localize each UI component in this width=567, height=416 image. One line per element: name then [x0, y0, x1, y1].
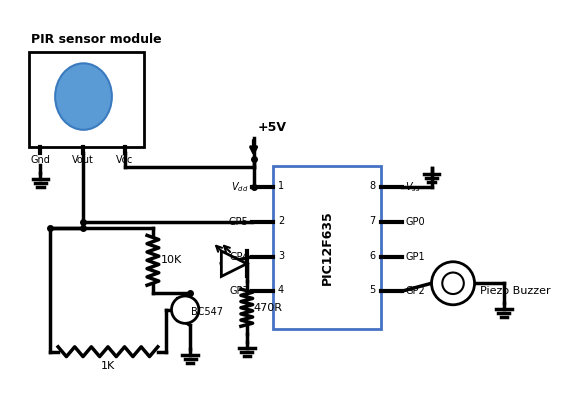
Text: GP4: GP4	[229, 252, 249, 262]
Text: +5V: +5V	[257, 121, 286, 134]
Text: GP5: GP5	[229, 217, 249, 227]
Bar	[273, 166, 380, 329]
Text: 3: 3	[278, 251, 284, 261]
Text: $V_{ss}$: $V_{ss}$	[405, 181, 421, 194]
Circle shape	[171, 296, 199, 323]
Bar	[29, 52, 144, 147]
Text: Gnd: Gnd	[31, 155, 50, 165]
Text: 7: 7	[370, 216, 376, 226]
Text: Vcc: Vcc	[116, 155, 133, 165]
Text: Vout: Vout	[71, 155, 94, 165]
Text: 1K: 1K	[101, 362, 115, 371]
Text: GP3: GP3	[229, 286, 249, 296]
Text: 2: 2	[278, 216, 284, 226]
Text: Piezo Buzzer: Piezo Buzzer	[480, 286, 551, 296]
Circle shape	[442, 272, 464, 294]
Text: 6: 6	[370, 251, 376, 261]
Text: GP0: GP0	[405, 217, 425, 227]
Ellipse shape	[55, 63, 112, 130]
Text: 5: 5	[370, 285, 376, 295]
Polygon shape	[221, 251, 247, 277]
Text: 8: 8	[370, 181, 376, 191]
Text: 10K: 10K	[160, 255, 182, 265]
Text: GP2: GP2	[405, 286, 425, 296]
Text: BC547: BC547	[191, 307, 223, 317]
Text: PIC12F635: PIC12F635	[320, 210, 333, 285]
Text: GP1: GP1	[405, 252, 425, 262]
Text: 1: 1	[278, 181, 284, 191]
Text: 470R: 470R	[253, 303, 282, 313]
Text: 4: 4	[278, 285, 284, 295]
Text: PIR sensor module: PIR sensor module	[31, 33, 162, 46]
Circle shape	[431, 262, 475, 305]
Text: $V_{dd}$: $V_{dd}$	[231, 181, 249, 194]
